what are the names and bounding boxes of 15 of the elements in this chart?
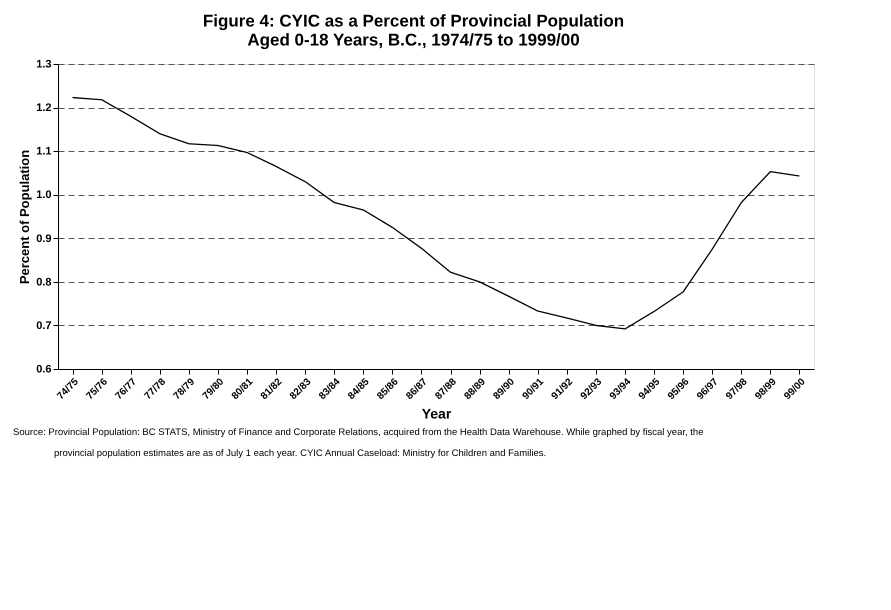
y-tick-label: 0.7 bbox=[36, 320, 52, 332]
y-tick-label: 1.0 bbox=[36, 189, 52, 202]
text: provincial population estimates are as of July 1 each year. CYIC Annual Caseload: Ministry for Children and Families. bbox=[54, 448, 546, 459]
y-tick-label: 1.3 bbox=[36, 58, 52, 70]
y-axis-title: Percent of Population bbox=[17, 150, 32, 284]
y-tick-label: 0.6 bbox=[36, 364, 52, 376]
source-note: Source: Provincial Population: BC STATS, Ministry of Finance and Corporate Relations, acquired from the Health Data Warehouse. While graphed by fiscal year, the bbox=[13, 427, 704, 438]
text: Figure 4: CYIC as a Percent of Provincial Population bbox=[202, 12, 624, 30]
y-tick-label: 1.1 bbox=[36, 146, 52, 158]
line-series bbox=[72, 96, 800, 330]
text: Aged 0-18 Years, B.C., 1974/75 to 1999/00 bbox=[247, 30, 580, 50]
y-tick-label: 0.9 bbox=[36, 232, 52, 245]
y-tick-label: 0.8 bbox=[36, 276, 52, 288]
x-axis-title: Year bbox=[422, 405, 452, 422]
y-tick-label: 1.2 bbox=[36, 102, 52, 114]
